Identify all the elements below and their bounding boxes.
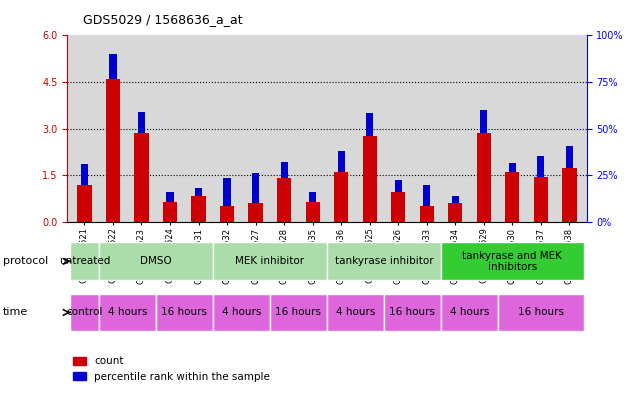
Bar <box>99 294 156 331</box>
Bar <box>78 185 92 222</box>
Bar <box>363 136 377 222</box>
Bar <box>366 113 373 136</box>
Bar <box>270 294 327 331</box>
Bar <box>213 294 270 331</box>
Bar <box>334 172 348 222</box>
Text: 4 hours: 4 hours <box>108 307 147 318</box>
Bar <box>70 242 99 280</box>
Text: DMSO: DMSO <box>140 256 172 266</box>
Bar <box>498 294 584 331</box>
Text: 16 hours: 16 hours <box>162 307 207 318</box>
Text: tankyrase and MEK
inhibitors: tankyrase and MEK inhibitors <box>462 251 562 272</box>
Bar <box>135 133 149 222</box>
Bar <box>167 193 174 202</box>
Bar <box>309 193 316 202</box>
Bar <box>70 294 99 331</box>
Bar <box>537 156 544 177</box>
Text: 4 hours: 4 hours <box>450 307 489 318</box>
Text: 16 hours: 16 hours <box>276 307 321 318</box>
Bar <box>566 146 573 167</box>
Bar <box>213 242 327 280</box>
Bar <box>338 151 345 172</box>
Bar <box>562 167 576 222</box>
Text: time: time <box>3 307 28 318</box>
Bar <box>252 173 259 204</box>
Bar <box>452 196 459 204</box>
Bar <box>441 242 584 280</box>
Bar <box>391 193 405 222</box>
Bar <box>220 206 234 222</box>
Bar <box>509 163 516 172</box>
Bar <box>81 164 88 185</box>
Text: 4 hours: 4 hours <box>336 307 375 318</box>
Bar <box>156 294 213 331</box>
Bar <box>423 185 430 206</box>
Text: control: control <box>66 307 103 318</box>
Bar <box>480 110 487 133</box>
Text: untreated: untreated <box>59 256 110 266</box>
Bar <box>327 294 384 331</box>
Bar <box>477 133 491 222</box>
Bar <box>441 294 498 331</box>
Bar <box>420 206 434 222</box>
Bar <box>384 294 441 331</box>
Text: 4 hours: 4 hours <box>222 307 261 318</box>
Bar <box>195 188 202 196</box>
Bar <box>110 54 117 79</box>
Bar <box>395 180 402 193</box>
Bar <box>505 172 519 222</box>
Bar <box>306 202 320 222</box>
Bar <box>281 162 288 178</box>
Bar <box>192 196 206 222</box>
Text: protocol: protocol <box>3 256 49 266</box>
Bar <box>249 204 263 222</box>
Bar <box>277 178 291 222</box>
Text: tankyrase inhibitor: tankyrase inhibitor <box>335 256 433 266</box>
Bar <box>448 204 462 222</box>
Text: 16 hours: 16 hours <box>390 307 435 318</box>
Text: 16 hours: 16 hours <box>518 307 564 318</box>
Text: GDS5029 / 1568636_a_at: GDS5029 / 1568636_a_at <box>83 13 243 26</box>
Bar <box>163 202 177 222</box>
Bar <box>224 178 231 206</box>
Bar <box>534 177 548 222</box>
Legend: count, percentile rank within the sample: count, percentile rank within the sample <box>69 352 274 386</box>
Bar <box>327 242 441 280</box>
Text: MEK inhibitor: MEK inhibitor <box>235 256 304 266</box>
Bar <box>106 79 120 222</box>
Bar <box>138 112 145 133</box>
Bar <box>99 242 213 280</box>
